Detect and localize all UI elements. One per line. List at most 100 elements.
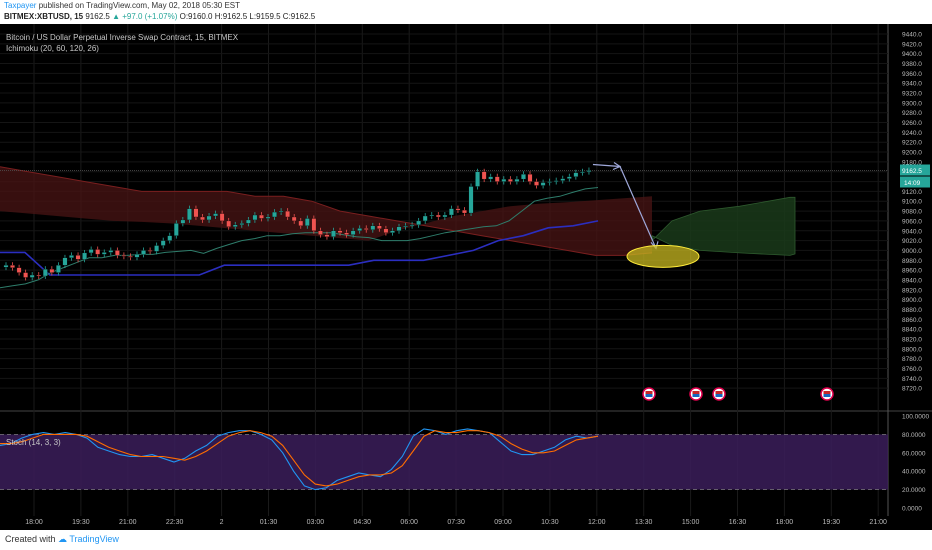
candle-body	[527, 174, 533, 182]
y-tick-label: 9260.0	[902, 120, 922, 127]
y-tick-label: 9040.0	[902, 228, 922, 235]
candle-body	[173, 223, 179, 236]
candle-body	[566, 176, 572, 179]
publication-line: Taxpayer published on TradingView.com, M…	[4, 1, 240, 10]
candle-body	[36, 274, 42, 277]
candle-body	[324, 234, 330, 237]
tradingview-brand[interactable]: TradingView	[69, 534, 119, 544]
candle-body	[154, 245, 159, 252]
chart-svg[interactable]: 18:00 19:30 21:00 22:30 2 01:30 03:00 04:30 06:0…	[0, 24, 932, 530]
y-tick-label: 9020.0	[902, 238, 922, 245]
y-tick-label: 9180.0	[902, 159, 922, 166]
candle-body	[455, 208, 461, 211]
x-tick-label: 01:30	[260, 519, 278, 526]
y-tick-label: 9420.0	[902, 41, 922, 48]
candle-body	[75, 255, 81, 260]
event-flag-stripe	[715, 391, 723, 394]
candle-body	[29, 274, 35, 278]
time-badge	[900, 176, 930, 188]
candle-body	[429, 214, 435, 217]
candle-body	[160, 240, 166, 246]
x-tick-label: 03:00	[307, 519, 325, 526]
candle-body	[108, 250, 114, 253]
candle-body	[553, 180, 559, 182]
candle-body	[573, 172, 579, 177]
published-info: published on TradingView.com, May 02, 20…	[38, 1, 241, 10]
y-tick-label: 8840.0	[902, 327, 922, 334]
event-flag-icon	[642, 387, 656, 401]
ichimoku-legend[interactable]: Ichimoku (20, 60, 120, 26)	[6, 44, 99, 53]
candle-body	[370, 225, 376, 230]
candle-body	[350, 230, 356, 235]
stoch-legend[interactable]: Stoch (14, 3, 3)	[6, 438, 61, 447]
candle-body	[494, 176, 500, 182]
candle-body	[278, 210, 284, 213]
candle-body	[390, 230, 395, 233]
x-tick-label: 21:00	[869, 519, 887, 526]
candle-body	[167, 235, 173, 241]
candle-body	[239, 223, 245, 226]
y-tick-label: 8880.0	[902, 307, 922, 314]
footer-text: Created with ☁ TradingView	[5, 534, 119, 545]
candle-body	[200, 216, 205, 221]
candle-body	[245, 219, 251, 224]
event-flag-stripe	[823, 391, 831, 394]
y-tick-label: 8920.0	[902, 287, 922, 294]
candle-body	[101, 252, 107, 255]
y-tick-label: 8980.0	[902, 258, 922, 265]
x-tick-label: 22:30	[166, 519, 184, 526]
x-tick-label: 18:00	[776, 519, 794, 526]
event-flag-stripe	[715, 394, 723, 397]
candle-body	[56, 265, 61, 273]
candle-body	[383, 228, 389, 233]
candle-body	[49, 268, 55, 273]
x-tick-label: 09:00	[494, 519, 512, 526]
arrow-head-1	[612, 162, 622, 171]
y-tick-label: 8740.0	[902, 376, 922, 383]
candle-body	[416, 220, 422, 226]
candle-body	[337, 230, 343, 233]
candle-body	[507, 178, 513, 182]
cloud-logo-icon: ☁	[58, 534, 68, 544]
author-link[interactable]: Taxpayer	[4, 1, 37, 10]
candle-body	[311, 218, 317, 231]
main-series-legend[interactable]: Bitcoin / US Dollar Perpetual Inverse Sw…	[6, 33, 239, 42]
chart-area[interactable]: 18:00 19:30 21:00 22:30 2 01:30 03:00 04:30 06:0…	[0, 24, 932, 530]
y-tick-label: 9120.0	[902, 189, 922, 196]
event-flag-icon	[820, 387, 834, 401]
candle-body	[69, 255, 74, 258]
stoch-k-line	[0, 428, 599, 491]
y-tick-label: 9340.0	[902, 81, 922, 88]
candle-body	[540, 182, 546, 186]
x-tick-label: 15:00	[682, 519, 700, 526]
candle-body	[318, 230, 323, 235]
candle-body	[82, 252, 87, 260]
y-tick-label: 9060.0	[902, 218, 922, 225]
stoch-y-tick-label: 40.0000	[902, 469, 926, 476]
event-flag-icon	[689, 387, 703, 401]
x-tick-label: 13:30	[635, 519, 653, 526]
x-tick-label: 19:30	[823, 519, 841, 526]
x-tick-label: 2	[220, 519, 224, 526]
y-tick-label: 9280.0	[902, 110, 922, 117]
y-tick-label: 9220.0	[902, 140, 922, 147]
candle-body	[403, 225, 408, 227]
candle-body	[291, 216, 297, 222]
y-tick-label: 8960.0	[902, 268, 922, 275]
y-tick-label: 8820.0	[902, 336, 922, 343]
candle-body	[422, 215, 428, 222]
price-change: ▲ +97.0 (+1.07%)	[112, 12, 178, 21]
y-tick-label: 9100.0	[902, 199, 922, 206]
candle-body	[193, 208, 199, 218]
candle-body	[580, 171, 585, 173]
candle-body	[442, 214, 448, 218]
candle-body	[219, 213, 225, 222]
candle-body	[232, 224, 238, 227]
footer: Created with ☁ TradingView	[0, 530, 932, 550]
candle-body	[115, 250, 120, 256]
created-with-label: Created with	[5, 534, 56, 544]
event-flag-stripe	[692, 394, 700, 397]
x-tick-label: 19:30	[72, 519, 90, 526]
price-badge	[900, 164, 930, 176]
y-tick-label: 8900.0	[902, 297, 922, 304]
